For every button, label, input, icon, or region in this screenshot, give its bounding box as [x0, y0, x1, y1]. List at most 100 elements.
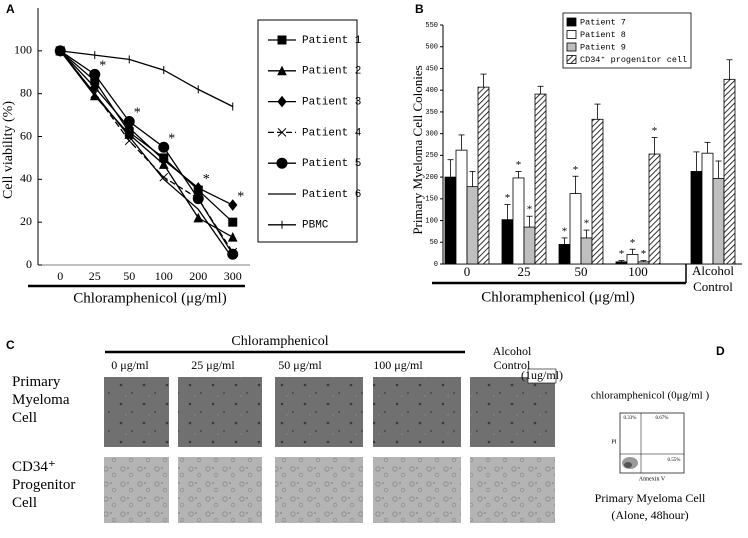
- significance: *: [584, 218, 590, 230]
- bar: [569, 193, 582, 265]
- bar: [534, 93, 547, 265]
- bar: [512, 177, 525, 265]
- marker: [192, 193, 204, 205]
- y-tick-label: 350: [425, 109, 438, 117]
- significance: *: [237, 189, 244, 204]
- significance: *: [134, 106, 141, 121]
- significance: *: [562, 225, 568, 237]
- y-axis-label: Primary Myeloma Cell Colonies: [410, 65, 425, 234]
- micrograph: [104, 377, 169, 447]
- y-axis-label: Cell viability (%): [1, 101, 16, 199]
- control-label: Alcohol Control: [493, 344, 532, 372]
- y-tick-label: 40: [20, 171, 32, 185]
- significance: *: [168, 131, 175, 146]
- x-tick-label: 50: [575, 264, 588, 279]
- marker: [227, 248, 239, 260]
- x-tick-label: 0: [464, 264, 471, 279]
- micrograph: [178, 457, 262, 523]
- bar: [637, 261, 650, 265]
- row-label: CD34⁺ Progenitor Cell: [12, 459, 75, 511]
- y-tick-label: 250: [425, 152, 438, 160]
- micrograph-grid: [104, 350, 557, 523]
- flow-x-label: Annexin V: [639, 476, 666, 482]
- x-tick-label: 25: [89, 269, 101, 283]
- marker: [277, 128, 287, 137]
- micrograph: [470, 377, 555, 447]
- micrograph: [178, 377, 262, 447]
- legend-label: Patient 9: [580, 42, 626, 52]
- column-label: 25 μg/ml: [191, 358, 235, 372]
- significance: *: [573, 164, 579, 176]
- dose-label: (1ug/ml): [521, 368, 563, 382]
- line: [59, 50, 234, 206]
- bar: [701, 152, 714, 265]
- y-tick-label: 80: [20, 85, 32, 99]
- column-label: 0 μg/ml: [111, 358, 149, 372]
- x-tick-label: 25: [518, 264, 531, 279]
- panel-label: A: [6, 2, 15, 16]
- marker: [277, 35, 287, 45]
- bar: [615, 261, 628, 265]
- flow-caption: Primary Myeloma Cell: [595, 491, 706, 505]
- legend-box: [562, 12, 692, 69]
- y-tick-label: 100: [14, 43, 32, 57]
- marker: [193, 212, 204, 223]
- y-tick-label: 200: [425, 174, 438, 182]
- x-tick-label: 100: [155, 269, 173, 283]
- bar: [466, 186, 479, 265]
- quadrant-label: 0.67%: [656, 416, 669, 421]
- quadrant-label: 0.55%: [668, 458, 681, 463]
- y-tick-label: 0: [26, 257, 32, 271]
- bar: [501, 219, 514, 265]
- x-tick-label: 0: [57, 269, 63, 283]
- marker: [89, 68, 101, 80]
- marker: [276, 157, 288, 169]
- marker: [193, 182, 203, 194]
- line: [59, 50, 234, 259]
- legend-label: Patient 6: [302, 189, 361, 201]
- line: [59, 50, 234, 223]
- significance: *: [203, 172, 210, 187]
- bar: [690, 171, 703, 265]
- line: [59, 50, 234, 238]
- marker: [228, 217, 238, 227]
- row-label: Primary Myeloma Cell: [12, 374, 70, 426]
- y-tick-label: 150: [425, 196, 438, 204]
- micrograph: [275, 457, 363, 523]
- micrograph: [470, 457, 555, 523]
- x-axis-label: Chloramphenicol (μg/ml): [73, 290, 226, 306]
- bar: [648, 153, 661, 265]
- legend-swatch: [566, 55, 577, 64]
- column-label: 50 μg/ml: [278, 358, 322, 372]
- significance: *: [527, 204, 533, 216]
- marker: [158, 141, 170, 153]
- panel-label: B: [415, 2, 424, 16]
- panel-label: D: [716, 344, 725, 358]
- marker: [227, 232, 238, 242]
- marker: [124, 136, 134, 146]
- y-tick-label: 450: [425, 65, 438, 73]
- micrograph: [373, 457, 461, 523]
- dose-box: [527, 368, 557, 384]
- significance: *: [516, 159, 522, 171]
- column-label: 100 μg/ml: [373, 358, 423, 372]
- legend-swatch: [566, 42, 577, 52]
- bar: [523, 226, 536, 265]
- quadrant-label: 0.33%: [624, 416, 637, 421]
- legend-label: Patient 4: [302, 127, 362, 139]
- legend-label: Patient 2: [302, 66, 361, 78]
- significance: *: [505, 192, 511, 204]
- y-tick-label: 50: [430, 239, 438, 247]
- line: [60, 50, 234, 108]
- x-tick-label: 100: [628, 264, 648, 279]
- bar: [712, 177, 725, 265]
- flow-title: chloramphenicol (0μg/ml ): [591, 390, 710, 402]
- micrograph: [275, 377, 363, 447]
- legend-box: [257, 19, 358, 243]
- legend-label: PBMC: [302, 220, 329, 232]
- legend-label: Patient 5: [302, 158, 361, 170]
- legend-swatch: [566, 30, 577, 39]
- micrograph: [373, 377, 461, 447]
- bar: [723, 78, 736, 265]
- bar: [455, 149, 468, 265]
